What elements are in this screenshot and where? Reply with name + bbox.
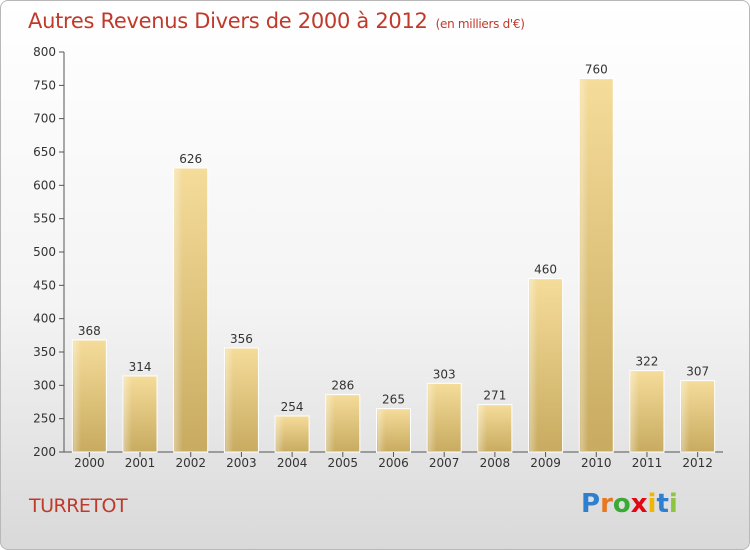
logo-letter: i xyxy=(668,489,678,519)
x-tick-label: 2008 xyxy=(480,456,511,470)
y-tick-label: 600 xyxy=(33,178,56,192)
bar-highlight xyxy=(377,409,386,451)
x-tick-label: 2004 xyxy=(277,456,308,470)
data-label: 254 xyxy=(281,400,304,414)
data-label: 303 xyxy=(433,367,456,381)
logo-letter: P xyxy=(581,489,601,519)
bar-highlight xyxy=(580,79,589,452)
data-label: 271 xyxy=(483,389,506,403)
y-tick-label: 450 xyxy=(33,278,56,292)
bar-highlight xyxy=(529,279,538,451)
logo-letter: i xyxy=(647,489,657,519)
y-tick-label: 250 xyxy=(33,412,56,426)
data-label: 307 xyxy=(686,365,709,379)
y-tick-label: 500 xyxy=(33,245,56,259)
x-tick-label: 2006 xyxy=(378,456,409,470)
y-tick-label: 200 xyxy=(33,445,56,459)
data-label: 314 xyxy=(129,360,152,374)
bar-highlight xyxy=(174,169,183,451)
bar-highlight xyxy=(630,371,639,451)
y-tick-label: 400 xyxy=(33,312,56,326)
x-axis: 2000 2001 2002 2003 2004 2005 2006 2007 2008 2009… xyxy=(74,452,713,470)
y-tick-label: 300 xyxy=(33,378,56,392)
data-label: 286 xyxy=(331,379,354,393)
data-label: 265 xyxy=(382,393,405,407)
chart-title: Autres Revenus Divers de 2000 à 2012 (en … xyxy=(28,9,525,33)
data-label: 626 xyxy=(179,152,202,166)
bar-highlight xyxy=(428,384,437,451)
data-label: 322 xyxy=(636,355,659,369)
y-tick-label: 800 xyxy=(33,45,56,59)
x-tick-label: 2001 xyxy=(125,456,156,470)
x-tick-label: 2000 xyxy=(74,456,105,470)
x-tick-label: 2007 xyxy=(429,456,460,470)
data-label: 356 xyxy=(230,332,253,346)
y-tick-label: 550 xyxy=(33,212,56,226)
bar-highlight xyxy=(276,417,285,451)
data-label: 760 xyxy=(585,63,608,77)
bar-highlight xyxy=(225,349,234,451)
bar-highlight xyxy=(124,377,133,451)
y-tick-label: 750 xyxy=(33,78,56,92)
x-tick-label: 2003 xyxy=(226,456,257,470)
town-name: TURRETOT xyxy=(29,495,128,517)
logo-letter: o xyxy=(612,489,631,519)
logo-letter: t xyxy=(656,489,669,519)
x-tick-label: 2011 xyxy=(632,456,663,470)
x-tick-label: 2009 xyxy=(530,456,561,470)
chart-title-text: Autres Revenus Divers de 2000 à 2012 xyxy=(28,9,428,33)
x-tick-label: 2012 xyxy=(682,456,713,470)
x-tick-label: 2002 xyxy=(175,456,206,470)
proxiti-logo: Proxiti xyxy=(581,489,678,519)
y-tick-label: 350 xyxy=(33,345,56,359)
bar-highlight xyxy=(326,395,335,451)
logo-letter: r xyxy=(600,489,613,519)
y-tick-label: 700 xyxy=(33,112,56,126)
bar-highlight xyxy=(478,405,487,451)
x-tick-label: 2005 xyxy=(328,456,359,470)
x-tick-label: 2010 xyxy=(581,456,612,470)
y-tick-label: 650 xyxy=(33,145,56,159)
data-label: 368 xyxy=(78,324,101,338)
y-axis: 200 250 300 350 400 450 500 550 600 650 700 750 800 xyxy=(33,45,723,459)
chart-unit: (en milliers d'€) xyxy=(435,17,525,31)
bar-highlight xyxy=(73,341,82,451)
bar-highlight xyxy=(681,381,690,451)
data-label: 460 xyxy=(534,263,557,277)
bars: 368 314 626 356 254 286 265 303 271 460 760 322 307 xyxy=(71,63,716,453)
logo-letter: x xyxy=(630,489,648,519)
